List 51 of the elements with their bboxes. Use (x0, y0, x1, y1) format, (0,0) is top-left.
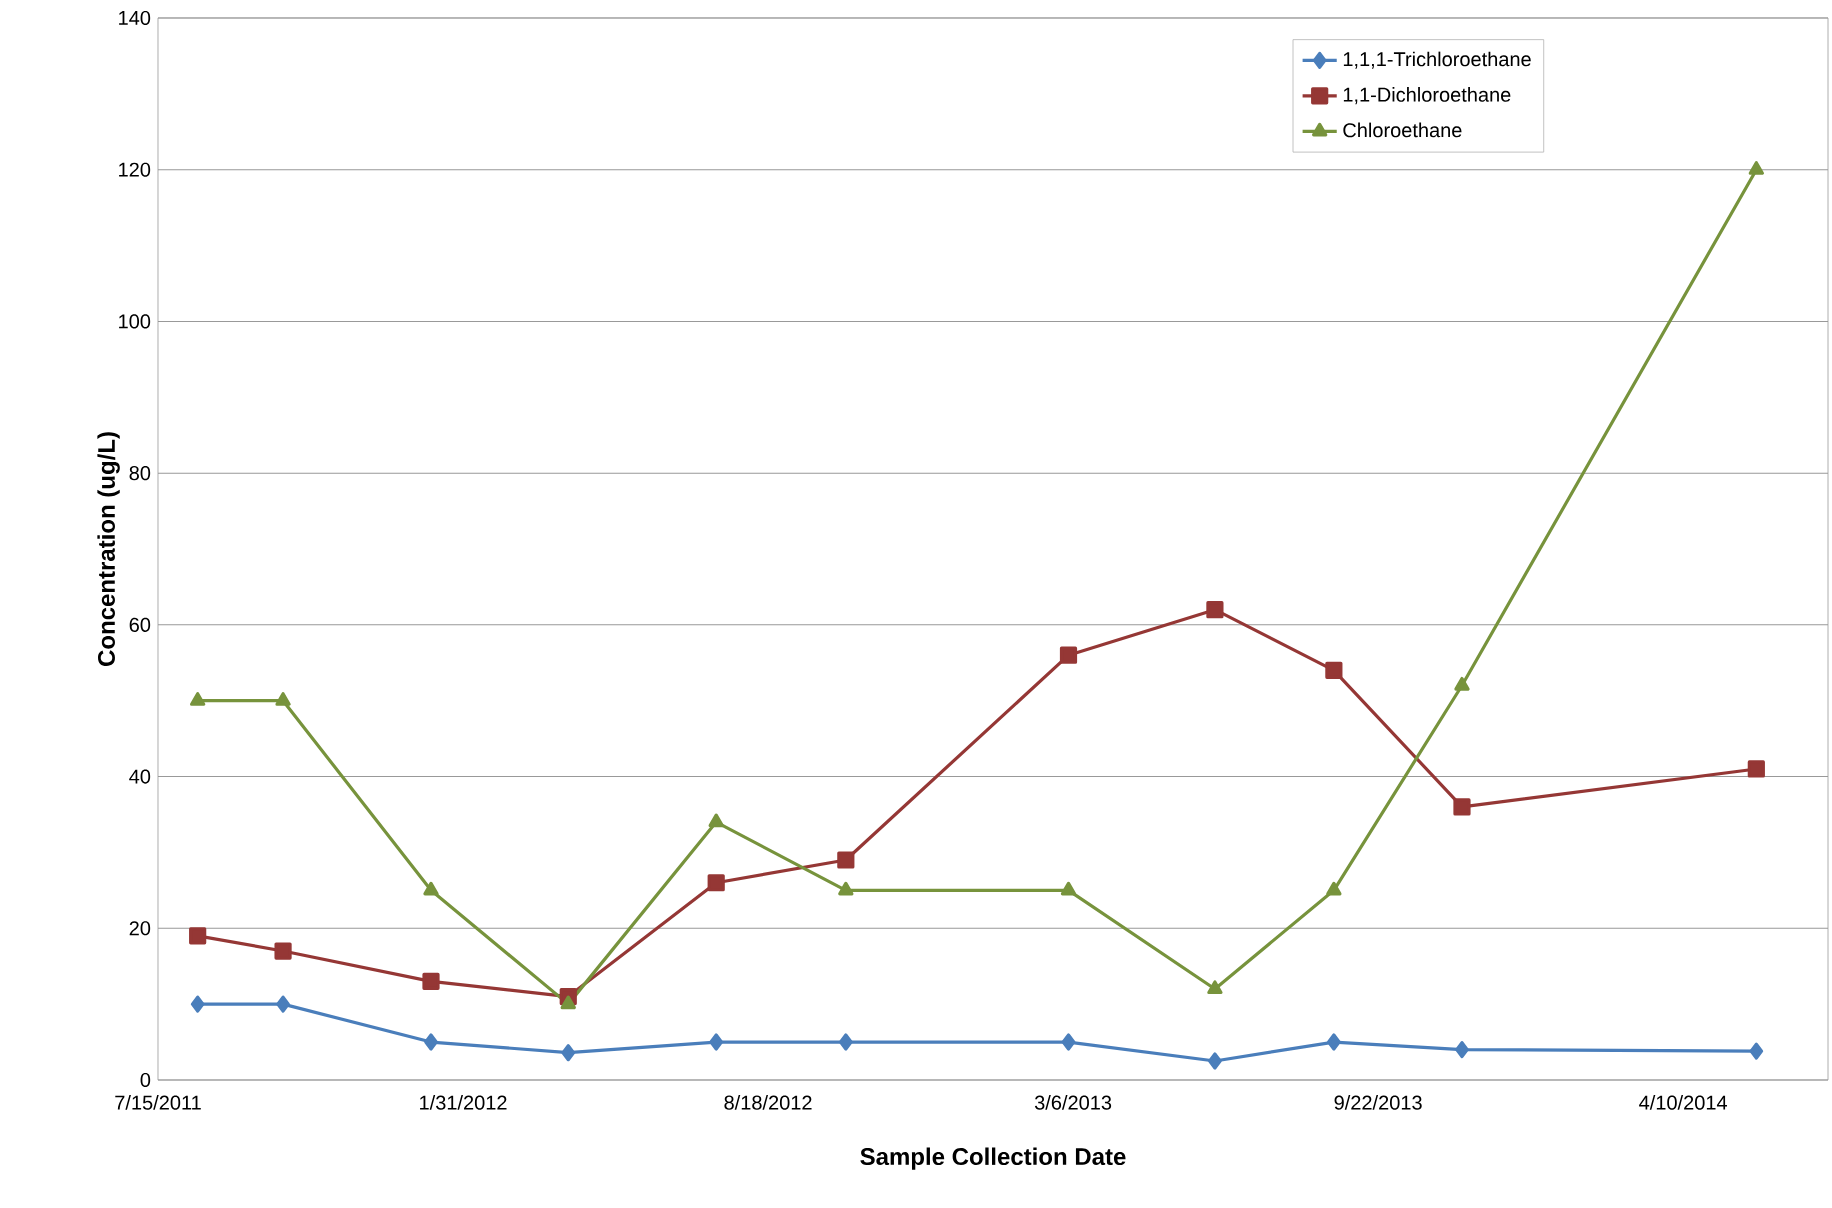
x-tick-label: 9/22/2013 (1334, 1095, 1422, 1110)
point (837, 851, 855, 869)
x-axis-title: Sample Collection Date (860, 1147, 1126, 1170)
point (838, 881, 854, 896)
point (1207, 980, 1223, 995)
point (1453, 798, 1471, 816)
y-tick-label: 140 (119, 10, 151, 26)
point (190, 995, 205, 1013)
point (561, 1044, 576, 1062)
point (707, 874, 725, 892)
point (1454, 676, 1470, 691)
point (1747, 760, 1765, 778)
point (838, 1033, 853, 1051)
x-tick-label: 3/6/2013 (1034, 1095, 1112, 1110)
legend-label: Chloroethane (1343, 122, 1462, 138)
point (276, 995, 290, 1013)
point (189, 692, 206, 706)
legend-label: 1,1,1-Trichloroethane (1343, 51, 1531, 69)
point (424, 1033, 438, 1051)
point (422, 972, 440, 990)
point (1326, 881, 1342, 896)
y-tick-label: 0 (140, 1072, 151, 1088)
point (1327, 1033, 1341, 1051)
y-tick-label: 20 (129, 921, 151, 936)
point (1455, 1041, 1469, 1059)
point (1059, 646, 1078, 664)
point (1206, 601, 1224, 619)
x-tick-label: 4/10/2014 (1639, 1095, 1728, 1110)
point (1749, 1042, 1764, 1060)
x-tick-label: 1/31/2012 (420, 1095, 507, 1110)
y-axis-title: Concentration (ug/L) (97, 432, 120, 666)
y-tick-label: 120 (119, 162, 151, 177)
point (708, 813, 724, 828)
point (1208, 1052, 1222, 1070)
x-tick-label: 7/15/2011 (115, 1095, 201, 1110)
y-tick-label: 80 (129, 466, 151, 481)
point (1060, 881, 1077, 896)
y-tick-label: 40 (129, 769, 151, 784)
point (1748, 161, 1764, 175)
point (275, 692, 291, 706)
point (560, 995, 576, 1010)
y-tick-label: 100 (119, 314, 151, 329)
point (1325, 661, 1343, 679)
point (274, 942, 292, 960)
y-tick-label: 60 (129, 617, 151, 632)
point (709, 1033, 724, 1051)
point (1061, 1033, 1076, 1051)
legend-label: 1,1-Dichloroethane (1343, 87, 1511, 105)
x-tick-label: 8/18/2012 (724, 1095, 812, 1110)
point (423, 881, 439, 896)
point (189, 927, 207, 945)
